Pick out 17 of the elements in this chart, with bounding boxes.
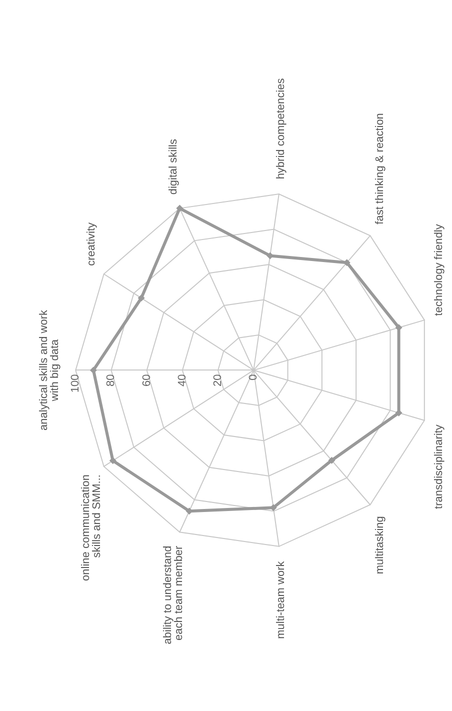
spoke-label: transdisciplinarity	[432, 424, 444, 508]
y-tick-label: 20	[212, 374, 224, 386]
spoke-label: digital skills	[166, 138, 179, 194]
y-tick-label: 40	[176, 374, 188, 386]
spoke-label: technology friendly	[432, 223, 444, 316]
spoke-label: analytical skills and work with big data	[38, 309, 61, 430]
y-tick-label: 100	[69, 374, 82, 392]
y-tick-label: 80	[104, 374, 117, 386]
spoke-label: multi-team work	[274, 560, 287, 638]
spoke-label: creativity	[84, 221, 97, 266]
spoke-label: fast thinking & reaction	[374, 112, 386, 224]
spoke-label: hybrid competencies	[274, 77, 287, 179]
y-tick-label: 0	[247, 374, 260, 380]
spoke-label: online communication skills and SMM...	[79, 474, 102, 580]
spoke-label: multitasking	[374, 516, 386, 574]
spoke-label: ability to understand each team member	[161, 544, 184, 644]
y-tick-label: 60	[140, 374, 152, 386]
